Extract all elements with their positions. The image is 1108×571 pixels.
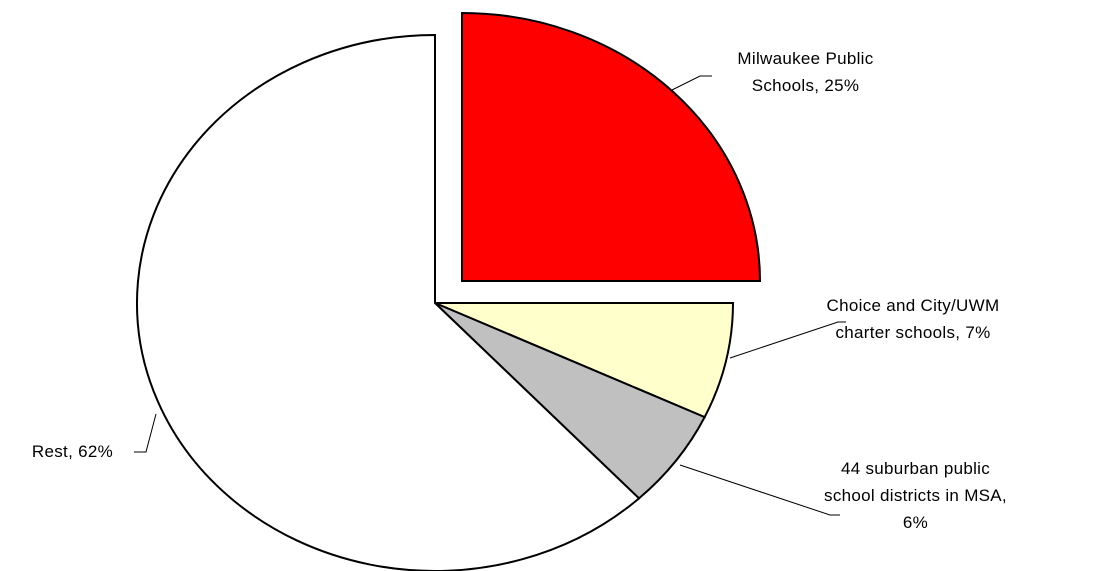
leader-line [671, 75, 712, 91]
pie-slice [434, 302, 735, 419]
leader-line [729, 321, 846, 359]
pie-slice [136, 33, 641, 571]
data-label: Choice and City/UWM charter schools, 7% [826, 296, 1000, 342]
data-label: 44 suburban public school districts in M… [824, 459, 1007, 532]
leader-line [134, 413, 157, 453]
leader-lines [134, 75, 846, 516]
data-label: Milwaukee Public Schools, 25% [737, 49, 874, 95]
data-label: Rest, 62% [31, 442, 114, 461]
leader-line [679, 464, 840, 516]
pie-slice [461, 11, 762, 282]
